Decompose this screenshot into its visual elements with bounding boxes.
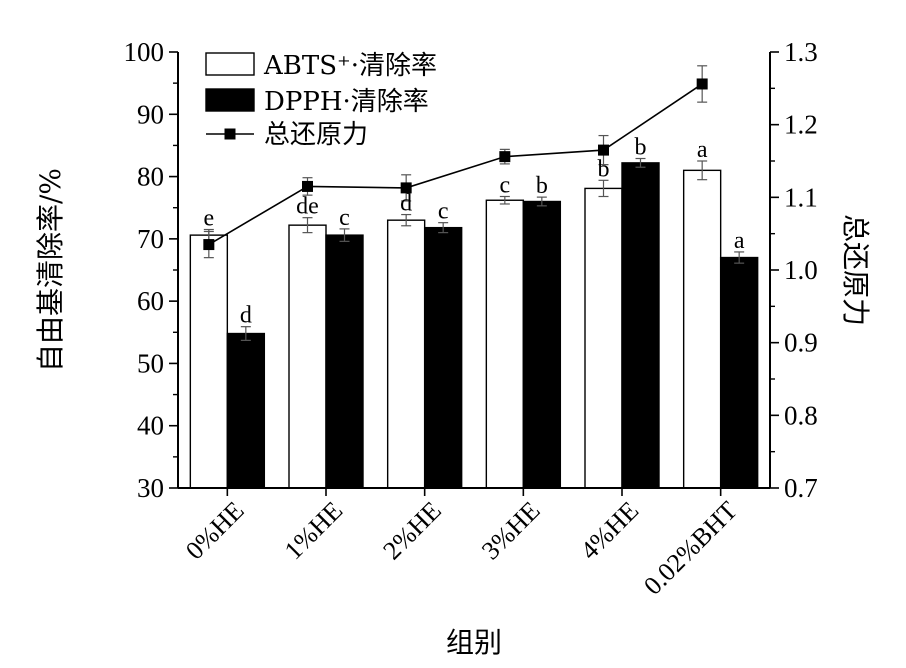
abts-sig-label-3: c xyxy=(500,173,511,199)
y-tick-label-0: 30 xyxy=(137,473,164,503)
dpph-bar-2 xyxy=(423,226,463,489)
y2-tick-label-0: 0.7 xyxy=(784,473,818,503)
legend-swatch-reducing-power-marker xyxy=(224,128,236,140)
dpph-sig-label-5: a xyxy=(734,228,745,254)
x-tick-label-3: 3%HE xyxy=(476,496,546,566)
x-tick-label-4: 4%HE xyxy=(575,496,645,566)
abts-sig-label-0: e xyxy=(204,206,215,232)
abts-bar-1 xyxy=(288,224,327,489)
abts-sig-label-1: de xyxy=(296,194,319,220)
abts-bar-0 xyxy=(189,234,229,489)
dpph-sig-label-0: d xyxy=(240,303,252,329)
reducing-power-point-3 xyxy=(499,151,511,163)
reducing-power-point-4 xyxy=(598,144,609,156)
y-tick-label-5: 80 xyxy=(137,162,164,192)
legend-label-dpph: DPPH·清除率 xyxy=(264,87,429,117)
y-axis-title: 自由基清除率/% xyxy=(34,168,67,372)
legend-label-reducing-power: 总还原力 xyxy=(264,120,368,150)
dpph-sig-label-4: b xyxy=(635,135,647,161)
abts-sig-label-2: d xyxy=(400,191,412,217)
dpph-bar-1 xyxy=(325,234,364,489)
y2-tick-label-2: 0.9 xyxy=(784,328,818,358)
x-tick-label-0: 0%HE xyxy=(180,496,250,566)
y-tick-label-3: 60 xyxy=(137,286,164,316)
x-tick-label-2: 2%HE xyxy=(377,496,447,566)
y2-tick-label-5: 1.2 xyxy=(784,110,818,140)
y2-tick-label-4: 1.1 xyxy=(784,182,818,212)
y2-tick-label-3: 1.0 xyxy=(784,255,818,285)
dpph-sig-label-3: b xyxy=(536,173,548,199)
x-axis-title: 组别 xyxy=(446,626,502,659)
reducing-power-line xyxy=(208,83,703,246)
legend-label-abts: ABTS⁺·清除率 xyxy=(263,51,437,81)
dpph-bar-5 xyxy=(719,256,759,489)
y-tick-label-4: 70 xyxy=(137,224,164,254)
dpph-sig-label-2: c xyxy=(438,199,449,225)
dpph-bar-4 xyxy=(621,162,660,489)
y-tick-label-7: 100 xyxy=(124,37,165,67)
dpph-bar-0 xyxy=(226,332,266,489)
legend-swatch-dpph xyxy=(205,88,255,112)
abts-sig-label-4: b xyxy=(598,156,610,182)
x-tick-label-1: 1%HE xyxy=(279,496,349,566)
abts-bar-4 xyxy=(584,187,623,489)
x-tick-label-5: 0.02%BHT xyxy=(638,496,743,601)
reducing-power-point-1 xyxy=(302,180,313,192)
abts-bar-3 xyxy=(485,199,525,489)
abts-sig-label-5: a xyxy=(697,137,708,163)
y-tick-label-6: 90 xyxy=(137,99,164,129)
dpph-bar-3 xyxy=(522,200,562,489)
y-tick-label-1: 40 xyxy=(137,411,164,441)
abts-bar-2 xyxy=(386,219,426,489)
dpph-sig-label-1: c xyxy=(339,205,350,231)
y2-tick-label-6: 1.3 xyxy=(784,37,818,67)
abts-bar-5 xyxy=(682,169,722,489)
reducing-power-point-2 xyxy=(400,182,412,194)
reducing-power-point-0 xyxy=(203,239,215,251)
y2-tick-label-1: 0.8 xyxy=(784,400,818,430)
y-tick-label-2: 50 xyxy=(137,348,164,378)
reducing-power-point-5 xyxy=(696,78,708,90)
y2-axis-title: 总还原力 xyxy=(839,214,872,326)
legend-swatch-abts xyxy=(205,52,255,76)
